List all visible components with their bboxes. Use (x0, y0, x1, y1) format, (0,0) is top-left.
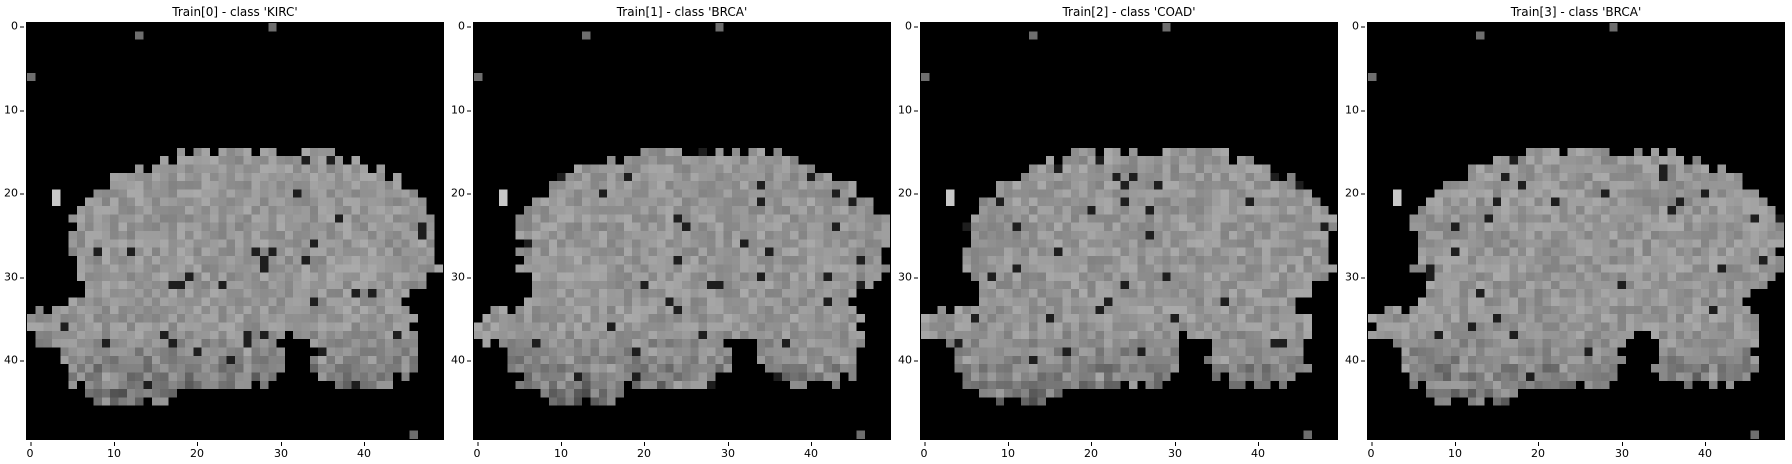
y-tick-label: 20 (898, 187, 918, 200)
x-tick-label: 30 (1168, 442, 1182, 460)
panel-title: Train[3] - class 'BRCA' (1510, 5, 1642, 19)
x-tick-label: 10 (554, 442, 568, 460)
x-tick-label: 40 (357, 442, 371, 460)
y-tick-label: 40 (898, 354, 918, 367)
heatmap-image (473, 22, 891, 440)
y-tick-label: 20 (4, 187, 24, 200)
y-tick-label: 10 (1345, 104, 1365, 117)
y-tick-label: 30 (4, 271, 24, 284)
panel-title: Train[1] - class 'BRCA' (616, 5, 748, 19)
heatmap-image (920, 22, 1338, 440)
image-area: 0 10 20 30 40 0 10 20 30 40 (4, 20, 444, 460)
y-tick-label: 30 (451, 271, 471, 284)
y-tick-label: 40 (1345, 354, 1365, 367)
y-tick-label: 20 (451, 187, 471, 200)
panel-title: Train[2] - class 'COAD' (1062, 5, 1196, 19)
y-tick-label: 0 (458, 20, 471, 33)
x-tick-label: 0 (921, 442, 928, 460)
x-tick-label: 20 (1084, 442, 1098, 460)
x-tick-label: 40 (1251, 442, 1265, 460)
heatmap-image (26, 22, 444, 440)
y-tick-label: 30 (898, 271, 918, 284)
x-tick-label: 10 (1448, 442, 1462, 460)
x-tick-label: 40 (1698, 442, 1712, 460)
panel-train-1: Train[1] - class 'BRCA' 0 10 20 30 40 0 … (447, 0, 891, 464)
x-tick-label: 0 (27, 442, 34, 460)
image-area: 0 10 20 30 40 0 10 20 30 40 (451, 20, 891, 460)
x-tick-label: 20 (190, 442, 204, 460)
x-tick-label: 20 (1531, 442, 1545, 460)
y-tick-label: 0 (905, 20, 918, 33)
heatmap-image (1367, 22, 1785, 440)
image-area: 0 10 20 30 40 0 10 20 30 40 (1345, 20, 1785, 460)
y-tick-label: 0 (11, 20, 24, 33)
x-tick-label: 30 (1615, 442, 1629, 460)
x-tick-label: 0 (474, 442, 481, 460)
panel-train-2: Train[2] - class 'COAD' 0 10 20 30 40 0 … (894, 0, 1338, 464)
y-tick-label: 30 (1345, 271, 1365, 284)
y-tick-label: 10 (4, 104, 24, 117)
x-tick-label: 0 (1368, 442, 1375, 460)
y-tick-label: 40 (4, 354, 24, 367)
panel-title: Train[0] - class 'KIRC' (172, 5, 298, 19)
image-area: 0 10 20 30 40 0 10 20 30 40 (898, 20, 1338, 460)
x-tick-label: 10 (107, 442, 121, 460)
y-tick-label: 20 (1345, 187, 1365, 200)
panel-train-3: Train[3] - class 'BRCA' 0 10 20 30 40 0 … (1341, 0, 1785, 464)
y-tick-label: 10 (898, 104, 918, 117)
x-tick-label: 30 (721, 442, 735, 460)
x-tick-label: 10 (1001, 442, 1015, 460)
y-tick-label: 40 (451, 354, 471, 367)
y-tick-label: 10 (451, 104, 471, 117)
panel-train-0: Train[0] - class 'KIRC' 0 10 20 30 40 0 … (0, 0, 444, 464)
x-tick-label: 40 (804, 442, 818, 460)
x-tick-label: 20 (637, 442, 651, 460)
y-tick-label: 0 (1352, 20, 1365, 33)
x-tick-label: 30 (274, 442, 288, 460)
